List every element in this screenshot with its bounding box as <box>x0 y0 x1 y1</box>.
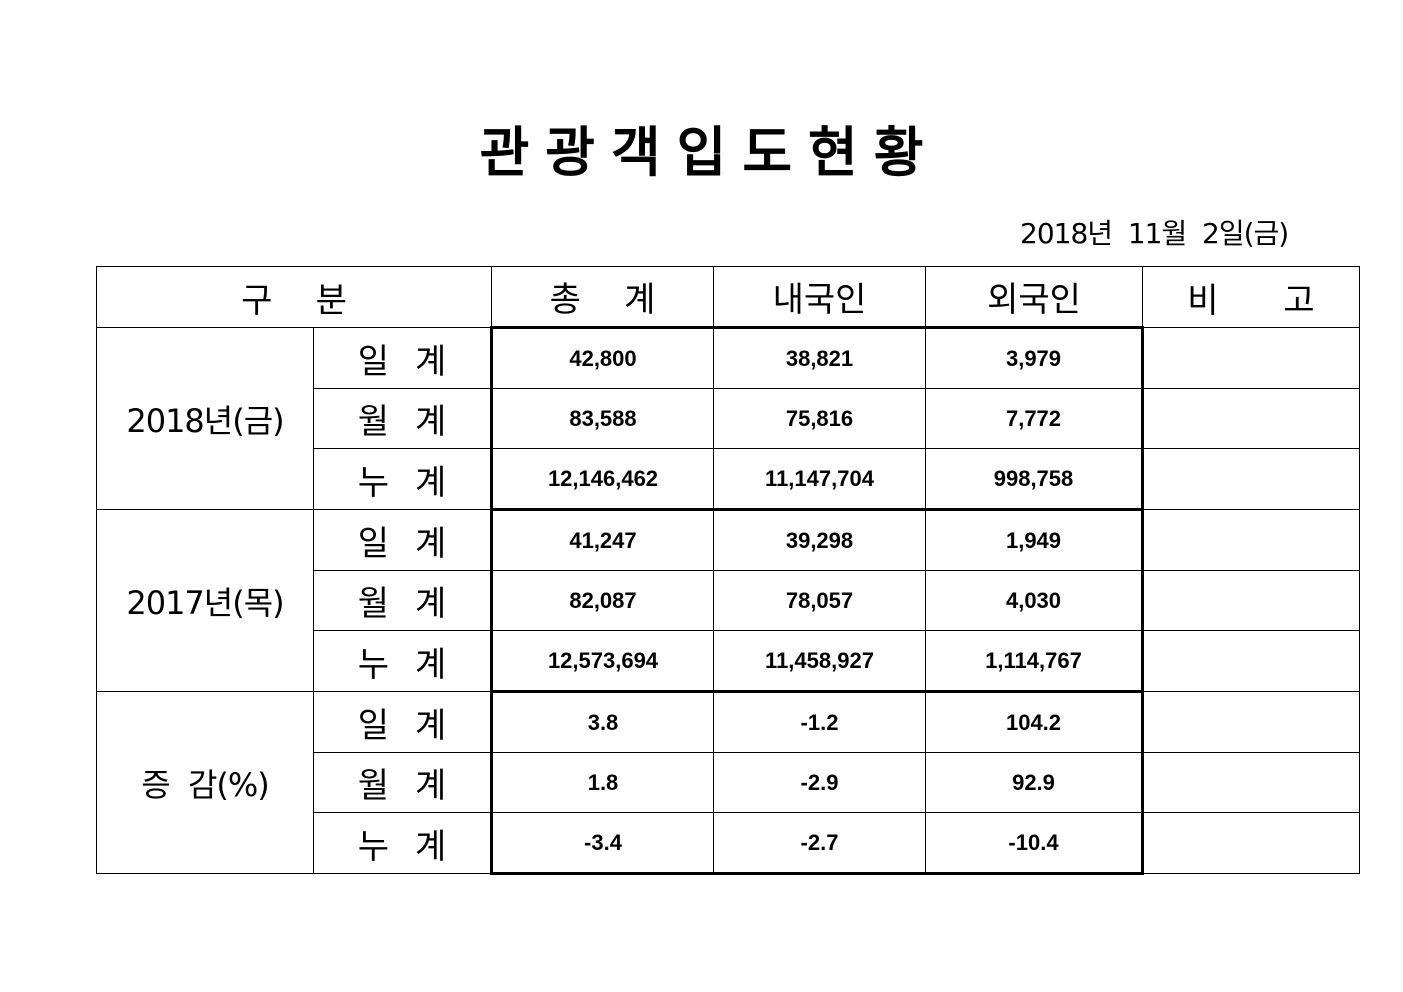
row-label-char: 월 <box>357 584 389 624</box>
title-char: 광 <box>545 121 595 184</box>
title-char: 입 <box>676 121 727 184</box>
cell-domestic: 11,147,704 <box>713 448 926 511</box>
row-label-char: 일 <box>357 705 389 746</box>
row-label-char: 누 <box>357 462 389 503</box>
cell-total: 12,573,694 <box>490 630 714 693</box>
cell-domestic: 78,057 <box>713 570 926 631</box>
cell-total: 3.8 <box>490 690 714 753</box>
row-label-char: 일 <box>357 523 389 564</box>
cell-foreign: 7,772 <box>925 388 1144 449</box>
cell-total: -3.4 <box>490 812 714 875</box>
row-label-char: 계 <box>415 766 447 806</box>
title-char: 황 <box>873 121 924 184</box>
cell-total: 12,146,462 <box>490 448 714 511</box>
cell-domestic: -1.2 <box>713 690 926 753</box>
cell-total: 83,588 <box>490 388 714 449</box>
cell-foreign: 4,030 <box>925 570 1144 631</box>
cell-domestic: -2.7 <box>713 812 926 875</box>
cell-foreign: 104.2 <box>925 690 1144 753</box>
cell-total: 82,087 <box>490 570 714 631</box>
row-label-char: 일 <box>357 341 389 382</box>
header-category: 구 분 <box>96 266 492 328</box>
cell-foreign: 92.9 <box>925 752 1144 813</box>
cell-total: 42,800 <box>490 326 714 389</box>
row-label-char: 계 <box>415 523 447 564</box>
row-label-char: 계 <box>415 644 447 685</box>
row-label-char: 월 <box>357 402 389 442</box>
cell-remarks <box>1142 630 1360 692</box>
row-label-char: 누 <box>357 826 389 867</box>
cell-domestic: -2.9 <box>713 752 926 813</box>
group-label-change: 증 감(%) <box>96 691 314 874</box>
row-label-char: 누 <box>357 644 389 685</box>
row-label-char: 월 <box>357 766 389 806</box>
cell-foreign: 1,949 <box>925 508 1144 571</box>
group-label-2017: 2017년(목) <box>96 509 314 692</box>
cell-remarks <box>1142 448 1360 510</box>
table-header-row: 구 분 총 계 내국인 외국인 비 고 <box>96 266 1360 328</box>
cell-remarks <box>1142 812 1360 874</box>
header-total: 총 계 <box>491 266 714 328</box>
row-label-char: 계 <box>415 705 447 746</box>
cell-foreign: 1,114,767 <box>925 630 1144 693</box>
cell-remarks <box>1142 509 1360 571</box>
cell-remarks <box>1142 327 1360 389</box>
cell-domestic: 39,298 <box>713 508 926 571</box>
report-date: 2018년 11월 2일(금) <box>1020 217 1289 250</box>
cell-domestic: 11,458,927 <box>713 630 926 693</box>
row-label-char: 계 <box>415 462 447 503</box>
title-char: 현 <box>808 121 858 184</box>
header-foreign: 외국인 <box>925 266 1143 328</box>
cell-domestic: 38,821 <box>713 326 926 389</box>
cell-domestic: 75,816 <box>713 388 926 449</box>
cell-remarks <box>1142 752 1360 813</box>
cell-remarks <box>1142 691 1360 753</box>
cell-foreign: 998,758 <box>925 448 1144 511</box>
group-label-2018: 2018년(금) <box>96 327 314 510</box>
row-label-char: 계 <box>415 402 447 442</box>
title-char: 객 <box>610 121 661 184</box>
cell-foreign: 3,979 <box>925 326 1144 389</box>
header-remarks: 비 고 <box>1142 266 1360 328</box>
row-label-char: 계 <box>415 341 447 382</box>
title-char: 도 <box>742 121 793 184</box>
cell-remarks <box>1142 570 1360 631</box>
cell-total: 1.8 <box>490 752 714 813</box>
cell-remarks <box>1142 388 1360 449</box>
row-label-char: 계 <box>415 584 447 624</box>
cell-foreign: -10.4 <box>925 812 1144 875</box>
cell-total: 41,247 <box>490 508 714 571</box>
title-char: 관 <box>479 121 530 184</box>
header-domestic: 내국인 <box>713 266 926 328</box>
row-label-char: 계 <box>415 826 447 867</box>
